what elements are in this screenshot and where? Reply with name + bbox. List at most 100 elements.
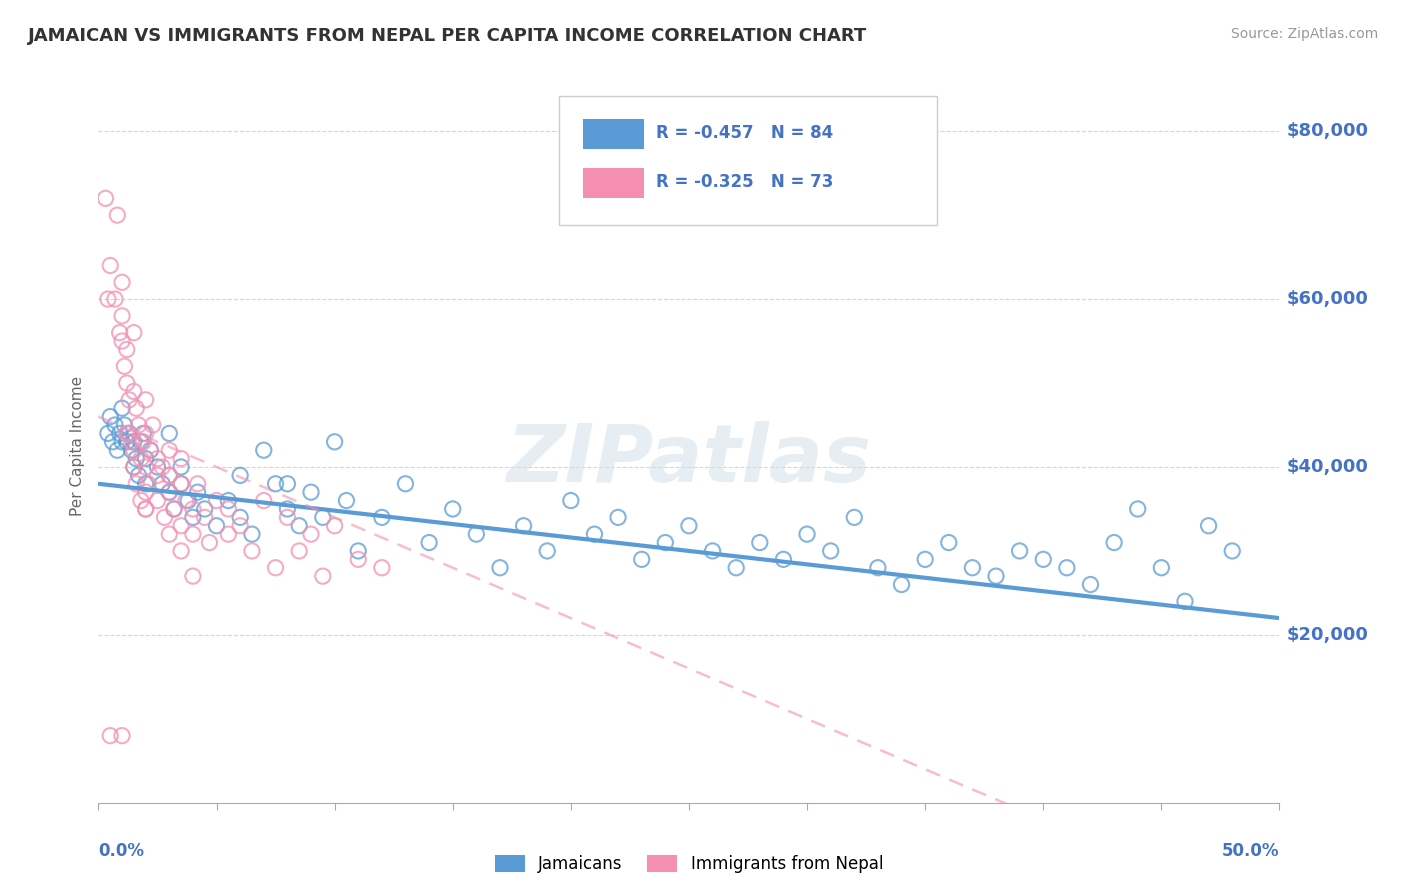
Point: [132, 434, 155, 449]
Point: [108, 326, 131, 340]
Point: [157, 426, 180, 441]
FancyBboxPatch shape: [582, 120, 644, 149]
Point: [112, 417, 135, 432]
Point: [748, 535, 770, 549]
Point: [371, 560, 394, 574]
Point: [229, 468, 252, 483]
Point: [135, 476, 157, 491]
Point: [135, 426, 157, 441]
Point: [101, 434, 124, 449]
Point: [122, 434, 145, 449]
Point: [229, 518, 252, 533]
Point: [194, 510, 217, 524]
Point: [984, 569, 1007, 583]
Point: [132, 426, 155, 441]
Point: [489, 560, 512, 574]
Point: [105, 443, 128, 458]
Point: [347, 552, 370, 566]
Point: [276, 502, 298, 516]
Point: [122, 443, 145, 458]
Point: [115, 343, 138, 357]
Point: [98, 409, 121, 424]
Point: [135, 392, 157, 407]
Point: [129, 434, 152, 449]
Point: [1150, 560, 1173, 574]
Point: [125, 401, 148, 416]
Point: [111, 401, 134, 416]
Point: [157, 468, 180, 483]
Point: [170, 476, 193, 491]
Text: $60,000: $60,000: [1286, 290, 1368, 308]
Point: [1220, 544, 1243, 558]
Point: [125, 476, 148, 491]
Point: [725, 560, 748, 574]
Point: [276, 510, 298, 524]
Point: [1174, 594, 1197, 608]
Text: $40,000: $40,000: [1286, 458, 1368, 476]
Point: [866, 560, 889, 574]
Point: [253, 443, 276, 458]
Text: 0.0%: 0.0%: [98, 842, 145, 860]
Point: [105, 208, 128, 222]
Point: [1032, 552, 1054, 566]
Point: [181, 510, 204, 524]
Point: [146, 468, 169, 483]
Point: [104, 417, 127, 432]
Point: [1056, 560, 1078, 574]
Y-axis label: Per Capita Income: Per Capita Income: [70, 376, 86, 516]
Point: [205, 493, 228, 508]
Point: [181, 527, 204, 541]
Point: [104, 292, 127, 306]
Point: [118, 392, 141, 407]
Text: 50.0%: 50.0%: [1222, 842, 1279, 860]
Text: R = -0.457   N = 84: R = -0.457 N = 84: [655, 125, 834, 143]
Point: [111, 729, 134, 743]
Point: [890, 577, 912, 591]
Point: [299, 527, 322, 541]
Point: [240, 527, 263, 541]
Point: [139, 443, 162, 458]
Point: [115, 426, 138, 441]
Point: [135, 502, 157, 516]
Point: [157, 485, 180, 500]
Point: [1126, 502, 1149, 516]
Point: [1198, 518, 1220, 533]
Point: [187, 476, 209, 491]
Point: [312, 510, 335, 524]
Text: ZIPatlas: ZIPatlas: [506, 421, 872, 500]
Point: [111, 309, 134, 323]
Point: [229, 510, 252, 524]
Point: [1080, 577, 1102, 591]
Text: $20,000: $20,000: [1286, 626, 1368, 644]
Point: [560, 493, 582, 508]
Point: [323, 518, 346, 533]
Point: [702, 544, 724, 558]
Point: [654, 535, 676, 549]
Point: [583, 527, 606, 541]
Point: [678, 518, 700, 533]
Point: [914, 552, 936, 566]
Point: [118, 426, 141, 441]
Point: [115, 376, 138, 390]
Point: [607, 510, 630, 524]
Point: [205, 518, 228, 533]
Point: [150, 476, 173, 491]
Point: [146, 451, 169, 466]
Point: [135, 485, 157, 500]
Point: [135, 502, 157, 516]
Point: [121, 443, 143, 458]
Point: [371, 510, 394, 524]
Point: [198, 535, 221, 549]
Point: [465, 527, 488, 541]
Point: [121, 434, 143, 449]
Point: [129, 493, 152, 508]
Point: [441, 502, 464, 516]
Point: [288, 544, 311, 558]
Point: [288, 518, 311, 533]
Point: [142, 417, 165, 432]
Point: [157, 485, 180, 500]
Point: [146, 493, 169, 508]
Point: [150, 460, 173, 475]
Point: [163, 502, 186, 516]
Point: [122, 460, 145, 475]
